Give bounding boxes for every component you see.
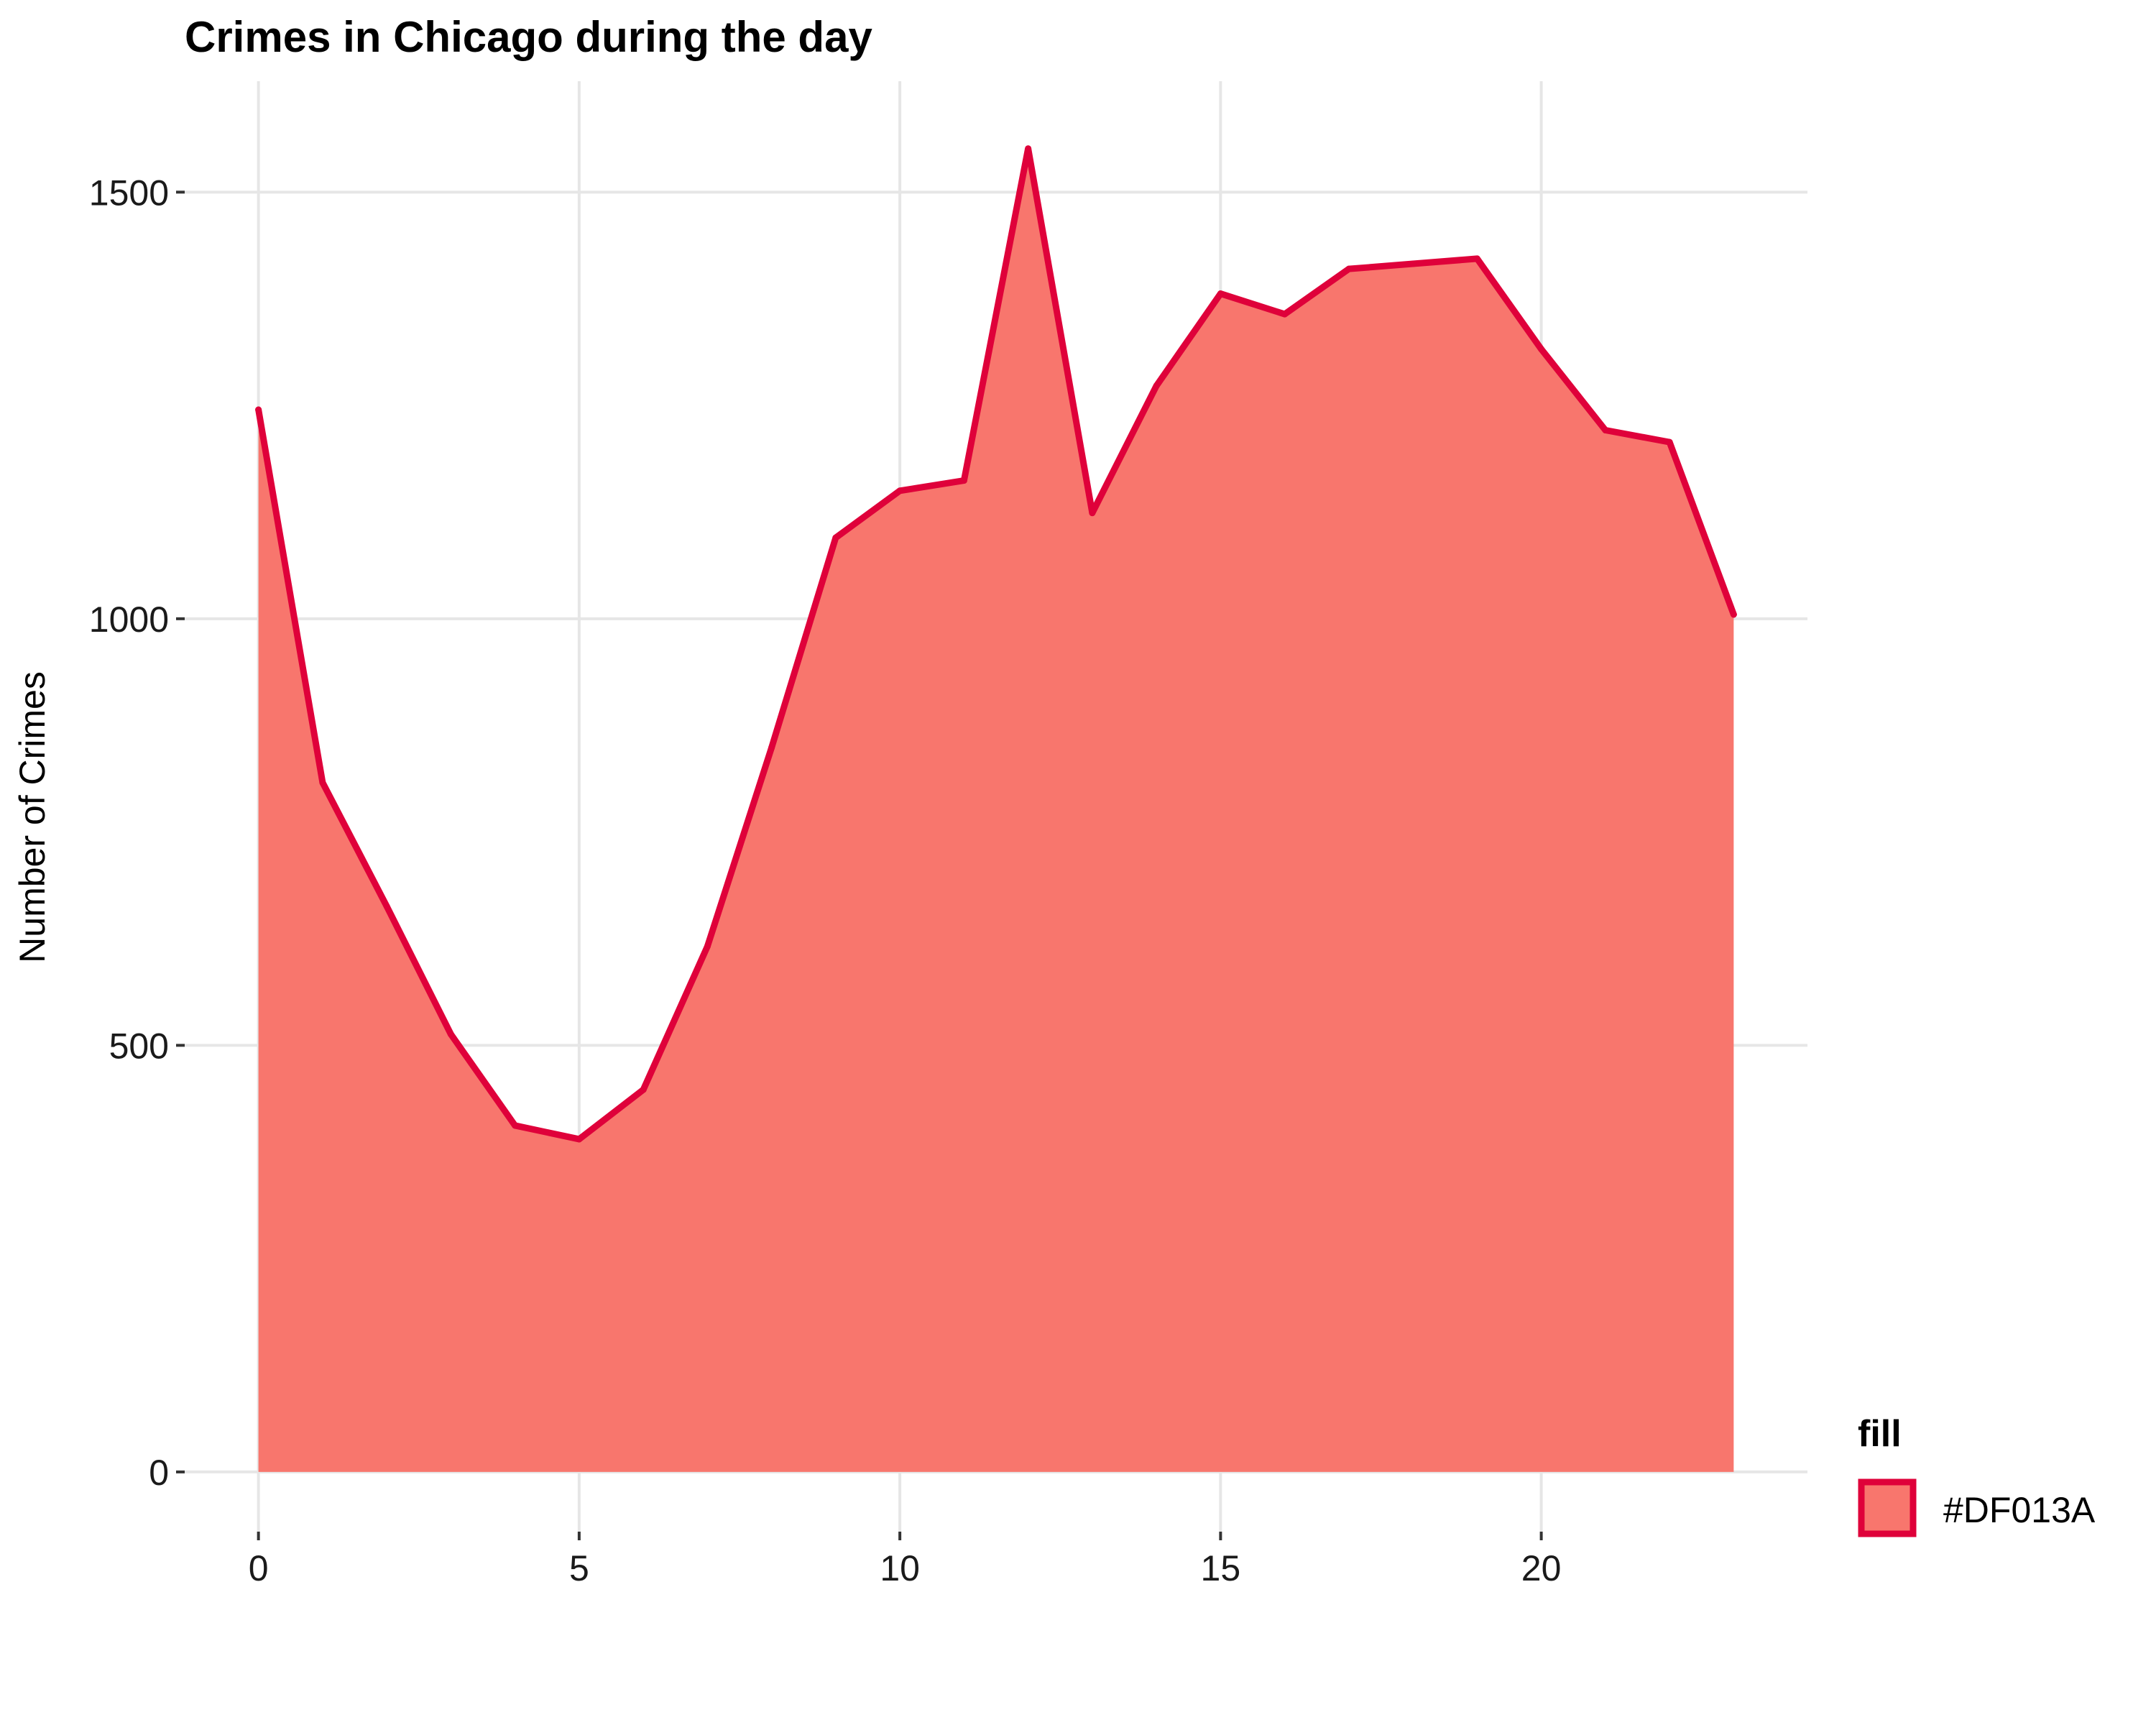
data-point-12 (1025, 145, 1032, 152)
data-point-2 (383, 903, 390, 910)
area-layer (255, 145, 1737, 1472)
data-point-19 (1473, 255, 1480, 262)
y-tick-label-0: 0 (149, 1453, 169, 1493)
y-tick-label-500: 500 (109, 1026, 169, 1066)
series-line (255, 145, 1737, 1143)
y-axis-title: Number of Crimes (12, 671, 52, 963)
data-point-20 (1538, 346, 1545, 353)
legend-key-swatch (1858, 1478, 1917, 1537)
data-point-11 (960, 477, 967, 484)
x-tick-label-5: 5 (569, 1548, 589, 1588)
legend-label: #DF013A (1943, 1490, 2096, 1530)
x-tick-label-15: 15 (1201, 1548, 1241, 1588)
legend: fill #DF013A (1858, 1413, 2096, 1537)
data-point-1 (319, 779, 326, 786)
data-point-23 (1730, 611, 1737, 618)
data-point-7 (704, 943, 711, 950)
data-point-6 (640, 1086, 647, 1093)
data-point-15 (1217, 290, 1224, 298)
data-point-13 (1089, 510, 1096, 517)
data-point-14 (1153, 382, 1160, 390)
data-point-22 (1666, 438, 1673, 446)
legend-title: fill (1858, 1413, 1902, 1455)
data-point-18 (1409, 260, 1416, 267)
x-tick-label-20: 20 (1521, 1548, 1562, 1588)
chart-title: Crimes in Chicago during the day (185, 13, 872, 61)
data-point-8 (768, 744, 775, 751)
data-point-4 (512, 1122, 519, 1129)
data-point-16 (1281, 310, 1289, 318)
data-point-17 (1345, 265, 1353, 272)
y-tick-label-1500: 1500 (89, 172, 169, 213)
data-point-10 (896, 487, 903, 494)
x-tick-label-10: 10 (880, 1548, 920, 1588)
data-point-3 (447, 1031, 454, 1038)
axis-layer: 0 5 10 15 20 0 500 1000 1500 (89, 172, 1562, 1588)
x-tick-label-0: 0 (249, 1548, 269, 1588)
area-fill (258, 148, 1734, 1472)
data-point-5 (576, 1136, 583, 1143)
data-point-9 (832, 534, 839, 541)
data-point-0 (255, 406, 262, 413)
data-point-21 (1602, 427, 1609, 434)
y-tick-label-1000: 1000 (89, 599, 169, 640)
